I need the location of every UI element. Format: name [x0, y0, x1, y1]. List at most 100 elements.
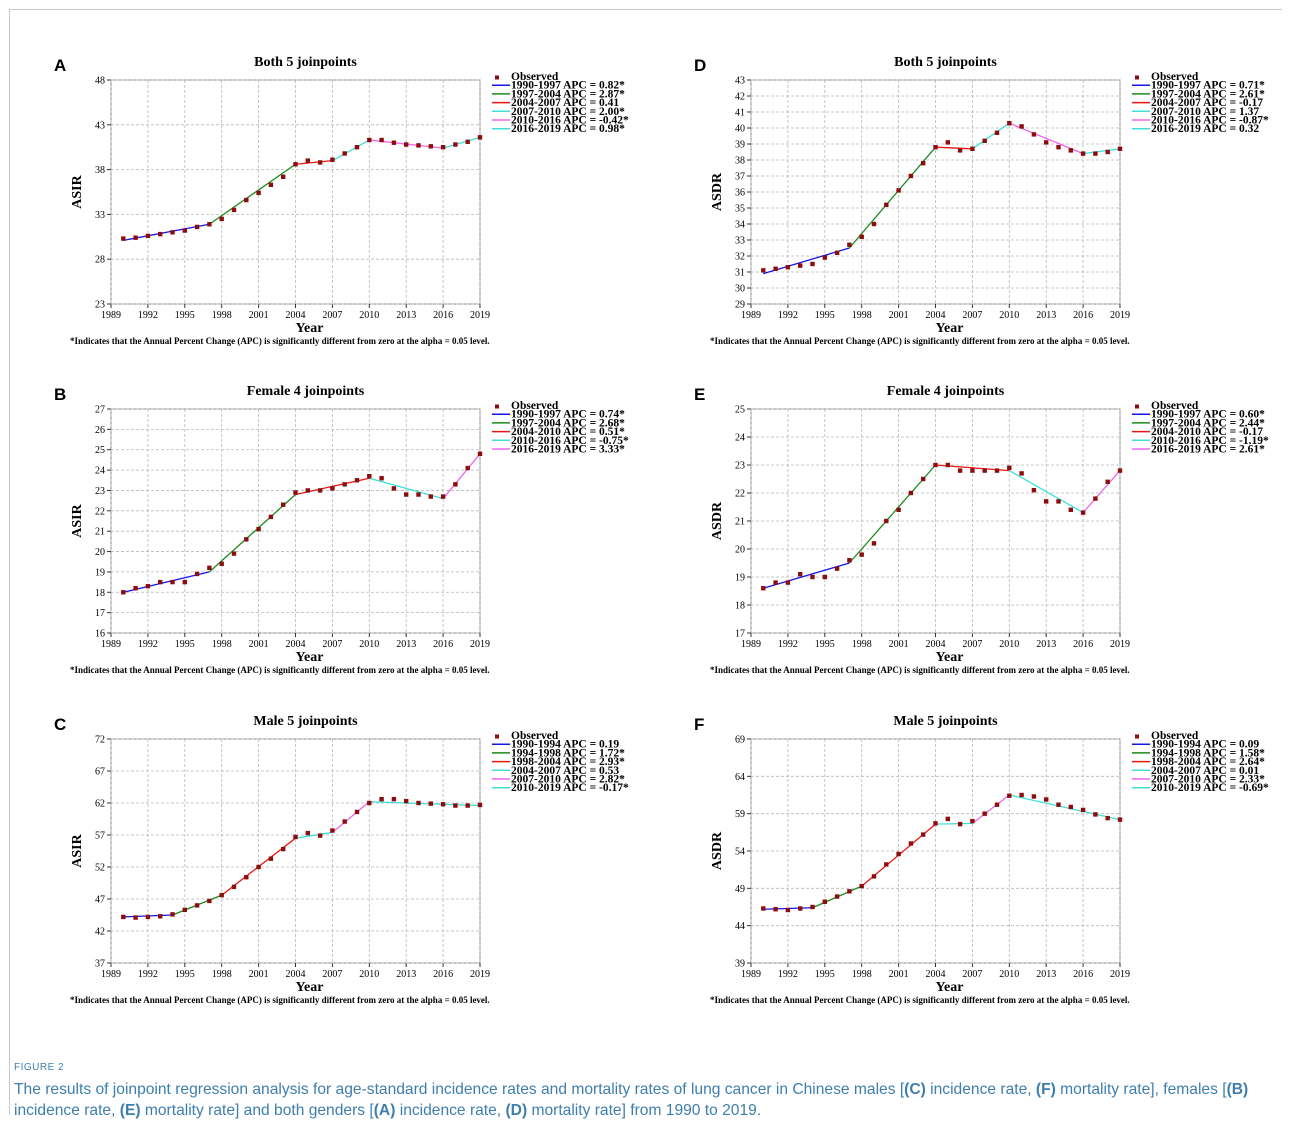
- y-tick-label: 59: [735, 809, 745, 820]
- panel-letter: B: [54, 385, 66, 404]
- observed-point: [379, 137, 384, 143]
- observed-point: [884, 202, 889, 207]
- y-tick-label: 49: [735, 884, 745, 895]
- y-tick-label: 43: [95, 120, 105, 131]
- observed-point: [1056, 499, 1061, 504]
- observed-point: [994, 802, 1000, 807]
- observed-point: [256, 526, 261, 532]
- y-tick-label: 21: [735, 517, 745, 528]
- x-tick-label: 2010: [359, 639, 379, 650]
- legend-observed-label: Observed: [511, 71, 559, 83]
- observed-point: [822, 899, 827, 904]
- observed-point: [379, 476, 384, 481]
- observed-point: [785, 265, 791, 270]
- x-tick-label: 2013: [396, 639, 416, 650]
- observed-point: [896, 851, 901, 857]
- observed-points: [761, 121, 1123, 273]
- observed-point: [1093, 812, 1098, 817]
- chart-svg: F Male 5 joinpoints 1989 1992 1995 1998 2001 20…: [694, 714, 1269, 1005]
- chart-svg: D Both 5 joinpoints 1989 1992 1995 1998 2001 20…: [694, 55, 1269, 346]
- x-tick-label: 1995: [815, 639, 835, 650]
- x-tick-label: 2010: [999, 969, 1019, 980]
- y-tick-label: 41: [735, 108, 745, 119]
- footnote: *Indicates that the Annual Percent Chang…: [710, 665, 1130, 675]
- x-tick-label: 1995: [175, 969, 195, 980]
- observed-point: [933, 821, 938, 826]
- y-tick-label: 47: [95, 895, 105, 906]
- y-tick-label: 44: [735, 921, 745, 932]
- x-tick-label: 1989: [101, 639, 121, 650]
- observed-point: [219, 216, 224, 222]
- observed-point: [305, 488, 310, 493]
- x-axis-label: Year: [296, 980, 324, 995]
- observed-point: [133, 235, 138, 240]
- observed-point: [896, 188, 901, 193]
- observed-point: [945, 462, 950, 468]
- legend-entry: 2010-2016 APC = -0.42*: [511, 115, 629, 127]
- x-tick-label: 2013: [1036, 969, 1056, 980]
- panel-c: C Male 5 joinpoints 1989 1992 1995 1998 2001 20…: [40, 701, 680, 1021]
- caption-panel-ref: (D): [505, 1102, 528, 1119]
- observed-point: [404, 142, 409, 147]
- observed-point: [293, 162, 298, 167]
- observed-point: [1019, 471, 1024, 476]
- y-tick-label: 72: [95, 735, 105, 746]
- y-tick-label: 23: [95, 486, 105, 497]
- y-tick-label: 57: [95, 831, 105, 842]
- caption-panel-ref: (B): [1226, 1081, 1249, 1098]
- observed-point: [834, 250, 840, 255]
- x-tick-label: 1989: [101, 310, 121, 321]
- y-tick-label: 36: [735, 188, 745, 199]
- observed-point: [1117, 146, 1123, 151]
- observed-point: [761, 268, 766, 273]
- y-tick-label: 34: [735, 220, 745, 231]
- x-tick-label: 2019: [470, 639, 490, 650]
- observed-point: [367, 474, 372, 479]
- segment-line: [295, 831, 333, 839]
- observed-point: [859, 234, 864, 239]
- x-tick-label: 2019: [1110, 639, 1130, 650]
- caption-text: incidence rate,: [925, 1081, 1036, 1098]
- observed-point: [1031, 132, 1037, 137]
- y-tick-label: 22: [735, 489, 745, 500]
- observed-points: [761, 792, 1123, 913]
- x-tick-label: 2010: [999, 310, 1019, 321]
- observed-point: [256, 190, 261, 196]
- observed-point: [428, 494, 433, 499]
- y-axis-label: ASIR: [70, 833, 85, 867]
- observed-point: [1068, 148, 1073, 153]
- segment-line: [442, 136, 481, 149]
- legend-entry: 1990-1997 APC = 0.60*: [1151, 409, 1265, 421]
- y-tick-label: 16: [95, 629, 105, 640]
- x-tick-label: 1998: [852, 969, 872, 980]
- y-tick-label: 43: [735, 76, 745, 87]
- y-tick-label: 37: [95, 959, 105, 970]
- x-tick-label: 1998: [212, 639, 232, 650]
- panel-f: F Male 5 joinpoints 1989 1992 1995 1998 2001 20…: [680, 701, 1292, 1021]
- observed-point: [834, 894, 840, 899]
- panel-letter: D: [694, 56, 706, 75]
- segment-line: [369, 801, 481, 807]
- observed-point: [231, 884, 237, 890]
- observed-point: [428, 144, 433, 149]
- legend-entry: 2016-2019 APC = 0.98*: [511, 123, 625, 135]
- segment-line: [1009, 794, 1121, 821]
- observed-point: [293, 490, 298, 495]
- observed-point: [884, 862, 889, 867]
- observed-point: [194, 224, 200, 230]
- caption-text: incidence rate,: [395, 1102, 506, 1119]
- figure-label: FIGURE 2: [14, 1062, 65, 1073]
- observed-point: [182, 907, 187, 913]
- panel-a: A Both 5 joinpoints 1989 1992 1995 1998 2001 20…: [40, 42, 680, 362]
- observed-point: [871, 541, 877, 546]
- chart-title: Both 5 joinpoints: [894, 55, 997, 70]
- x-tick-label: 2019: [1110, 969, 1130, 980]
- observed-point: [970, 468, 975, 473]
- legend-entry: 2016-2019 APC = 0.32: [1151, 123, 1259, 135]
- x-tick-label: 2001: [249, 639, 269, 650]
- x-tick-label: 2013: [1036, 639, 1056, 650]
- x-tick-label: 2019: [1110, 310, 1130, 321]
- grid: [747, 79, 1121, 308]
- observed-point: [1044, 499, 1049, 504]
- observed-point: [982, 138, 987, 143]
